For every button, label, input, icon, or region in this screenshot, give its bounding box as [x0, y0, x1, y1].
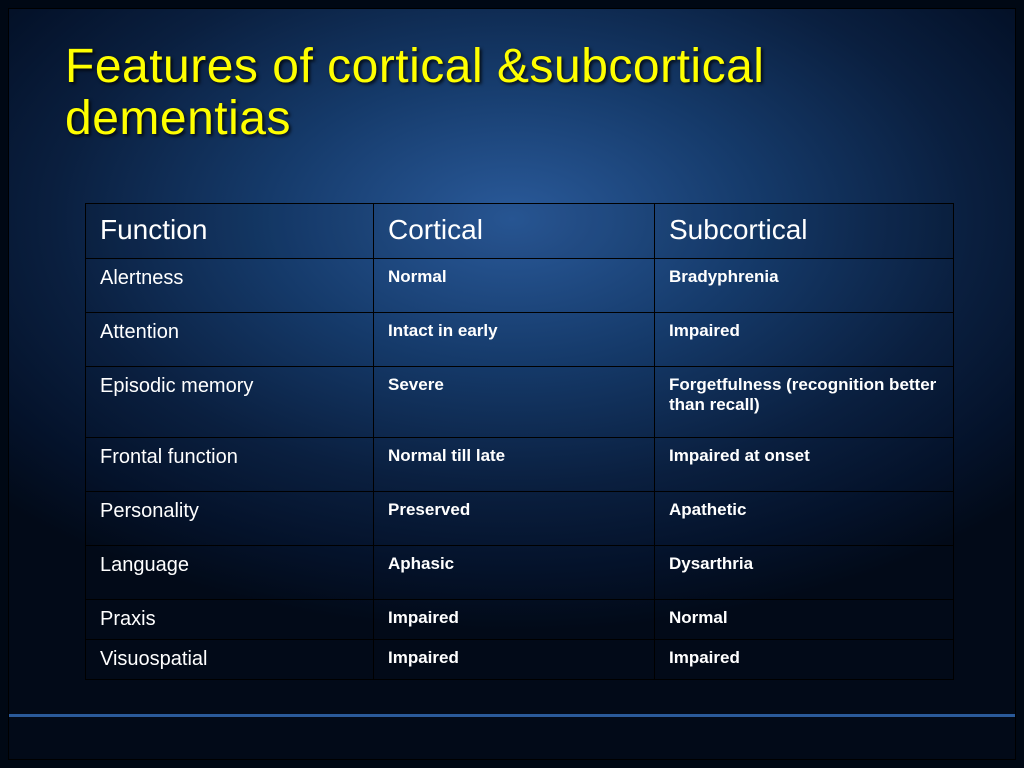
cell-cortical: Preserved — [374, 492, 655, 546]
table-row: Praxis Impaired Normal — [86, 600, 954, 640]
footer-divider — [9, 714, 1015, 717]
cell-function: Visuospatial — [86, 640, 374, 680]
col-header-subcortical: Subcortical — [655, 204, 954, 259]
cell-cortical: Impaired — [374, 600, 655, 640]
table-row: Episodic memory Severe Forgetfulness (re… — [86, 367, 954, 438]
cell-subcortical: Impaired — [655, 313, 954, 367]
table-row: Personality Preserved Apathetic — [86, 492, 954, 546]
slide-title: Features of cortical &subcortical dement… — [65, 41, 959, 145]
cell-function: Language — [86, 546, 374, 600]
cell-function: Personality — [86, 492, 374, 546]
cell-function: Alertness — [86, 259, 374, 313]
slide: Features of cortical &subcortical dement… — [8, 8, 1016, 760]
table-row: Language Aphasic Dysarthria — [86, 546, 954, 600]
table-row: Visuospatial Impaired Impaired — [86, 640, 954, 680]
cell-cortical: Severe — [374, 367, 655, 438]
col-header-cortical: Cortical — [374, 204, 655, 259]
table-body: Alertness Normal Bradyphrenia Attention … — [86, 259, 954, 680]
comparison-table: Function Cortical Subcortical Alertness … — [85, 203, 954, 680]
table-header-row: Function Cortical Subcortical — [86, 204, 954, 259]
cell-subcortical: Forgetfulness (recognition better than r… — [655, 367, 954, 438]
cell-subcortical: Dysarthria — [655, 546, 954, 600]
cell-subcortical: Impaired at onset — [655, 438, 954, 492]
table-row: Frontal function Normal till late Impair… — [86, 438, 954, 492]
table-row: Alertness Normal Bradyphrenia — [86, 259, 954, 313]
cell-cortical: Impaired — [374, 640, 655, 680]
col-header-function: Function — [86, 204, 374, 259]
cell-function: Frontal function — [86, 438, 374, 492]
comparison-table-wrap: Function Cortical Subcortical Alertness … — [85, 203, 953, 680]
cell-cortical: Normal — [374, 259, 655, 313]
cell-function: Attention — [86, 313, 374, 367]
cell-cortical: Intact in early — [374, 313, 655, 367]
cell-subcortical: Normal — [655, 600, 954, 640]
cell-subcortical: Bradyphrenia — [655, 259, 954, 313]
cell-cortical: Aphasic — [374, 546, 655, 600]
cell-function: Episodic memory — [86, 367, 374, 438]
cell-subcortical: Apathetic — [655, 492, 954, 546]
cell-function: Praxis — [86, 600, 374, 640]
cell-subcortical: Impaired — [655, 640, 954, 680]
cell-cortical: Normal till late — [374, 438, 655, 492]
table-row: Attention Intact in early Impaired — [86, 313, 954, 367]
